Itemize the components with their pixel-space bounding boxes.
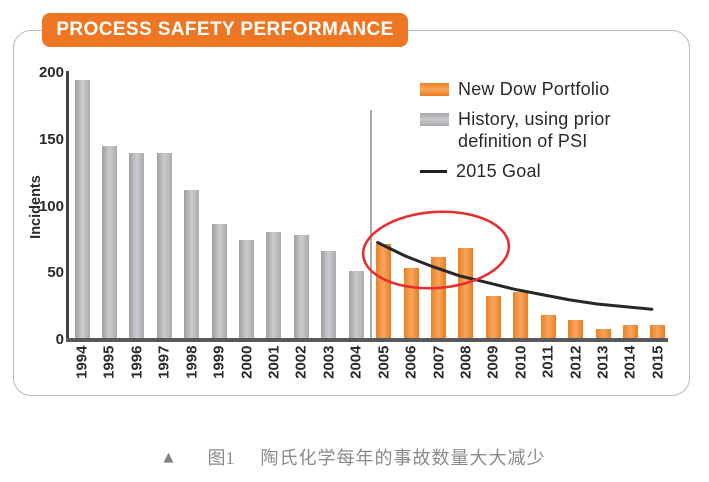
x-tick-2004: 2004 [347, 345, 365, 379]
x-tick-2011: 2011 [539, 345, 557, 379]
bar-2006 [403, 268, 419, 340]
x-tick-1995: 1995 [100, 345, 118, 379]
y-axis-line [66, 71, 69, 341]
x-tick-2013: 2013 [594, 345, 612, 379]
bar-2014 [622, 325, 638, 340]
x-tick-2000: 2000 [238, 345, 255, 379]
bar-1994 [74, 80, 90, 340]
x-tick-1996: 1996 [128, 345, 146, 379]
chart-title: PROCESS SAFETY PERFORMANCE [56, 19, 394, 40]
legend-item-history: History, using prior definition of PSI [420, 109, 636, 153]
y-tick-50: 50 [47, 264, 64, 282]
bar-1997 [156, 153, 172, 340]
legend: New Dow Portfolio History, using prior d… [420, 79, 636, 183]
triangle-marker-icon: ▲ [163, 449, 174, 465]
bar-2008 [458, 248, 474, 340]
legend-item-2015-goal: 2015 Goal [420, 161, 636, 183]
x-tick-2009: 2009 [484, 345, 502, 379]
bar-1998 [184, 190, 200, 340]
bar-2005 [376, 244, 392, 340]
bar-2013 [595, 329, 611, 340]
bar-2004 [348, 271, 364, 340]
legend-item-new-dow-portfolio: New Dow Portfolio [420, 79, 636, 101]
bar-2009 [485, 296, 501, 340]
x-tick-2001: 2001 [265, 345, 283, 379]
x-tick-2015: 2015 [649, 345, 667, 379]
bar-2001 [266, 232, 282, 340]
x-tick-2010: 2010 [512, 345, 530, 379]
y-tick-150: 150 [38, 130, 64, 148]
gray-bar-swatch-icon [420, 112, 449, 126]
legend-label: History, using prior definition of PSI [458, 108, 611, 151]
bar-2000 [239, 240, 254, 340]
x-tick-2006: 2006 [402, 345, 420, 379]
y-tick-200: 200 [38, 64, 64, 81]
x-tick-2005: 2005 [375, 345, 393, 379]
legend-label: New Dow Portfolio [458, 79, 610, 99]
x-tick-1997: 1997 [155, 345, 173, 379]
x-tick-1994: 1994 [73, 345, 91, 379]
x-tick-2014: 2014 [621, 345, 639, 379]
figure-caption: ▲ 图1 陶氏化学每年的事故数量大大减少 [0, 444, 709, 470]
bar-2002 [293, 235, 309, 340]
x-tick-2002: 2002 [292, 345, 310, 379]
bar-2003 [321, 251, 337, 340]
x-tick-2007: 2007 [430, 345, 447, 379]
x-tick-1998: 1998 [183, 345, 201, 379]
bar-1996 [129, 153, 145, 340]
legend-label: 2015 Goal [456, 160, 541, 181]
orange-bar-swatch-icon [420, 83, 449, 96]
x-tick-1999: 1999 [210, 345, 228, 379]
bar-1995 [101, 146, 117, 340]
goal-line-swatch-icon [420, 169, 447, 173]
y-tick-0: 0 [55, 331, 64, 348]
y-tick-100: 100 [38, 197, 64, 215]
x-tick-2003: 2003 [320, 345, 338, 379]
bar-1999 [211, 224, 227, 340]
x-tick-2008: 2008 [457, 345, 475, 379]
x-tick-2012: 2012 [567, 345, 585, 379]
figure-number: 图1 [207, 448, 235, 468]
chart-title-badge: PROCESS SAFETY PERFORMANCE [42, 13, 408, 47]
bar-2011 [540, 315, 556, 340]
caption-text: 陶氏化学每年的事故数量大大减少 [260, 448, 546, 468]
x-axis-line [66, 338, 668, 342]
bar-2012 [568, 320, 584, 340]
bar-2010 [513, 292, 529, 340]
bar-2015 [650, 325, 666, 340]
portfolio-divider-line [370, 110, 372, 340]
bar-2007 [431, 257, 446, 340]
